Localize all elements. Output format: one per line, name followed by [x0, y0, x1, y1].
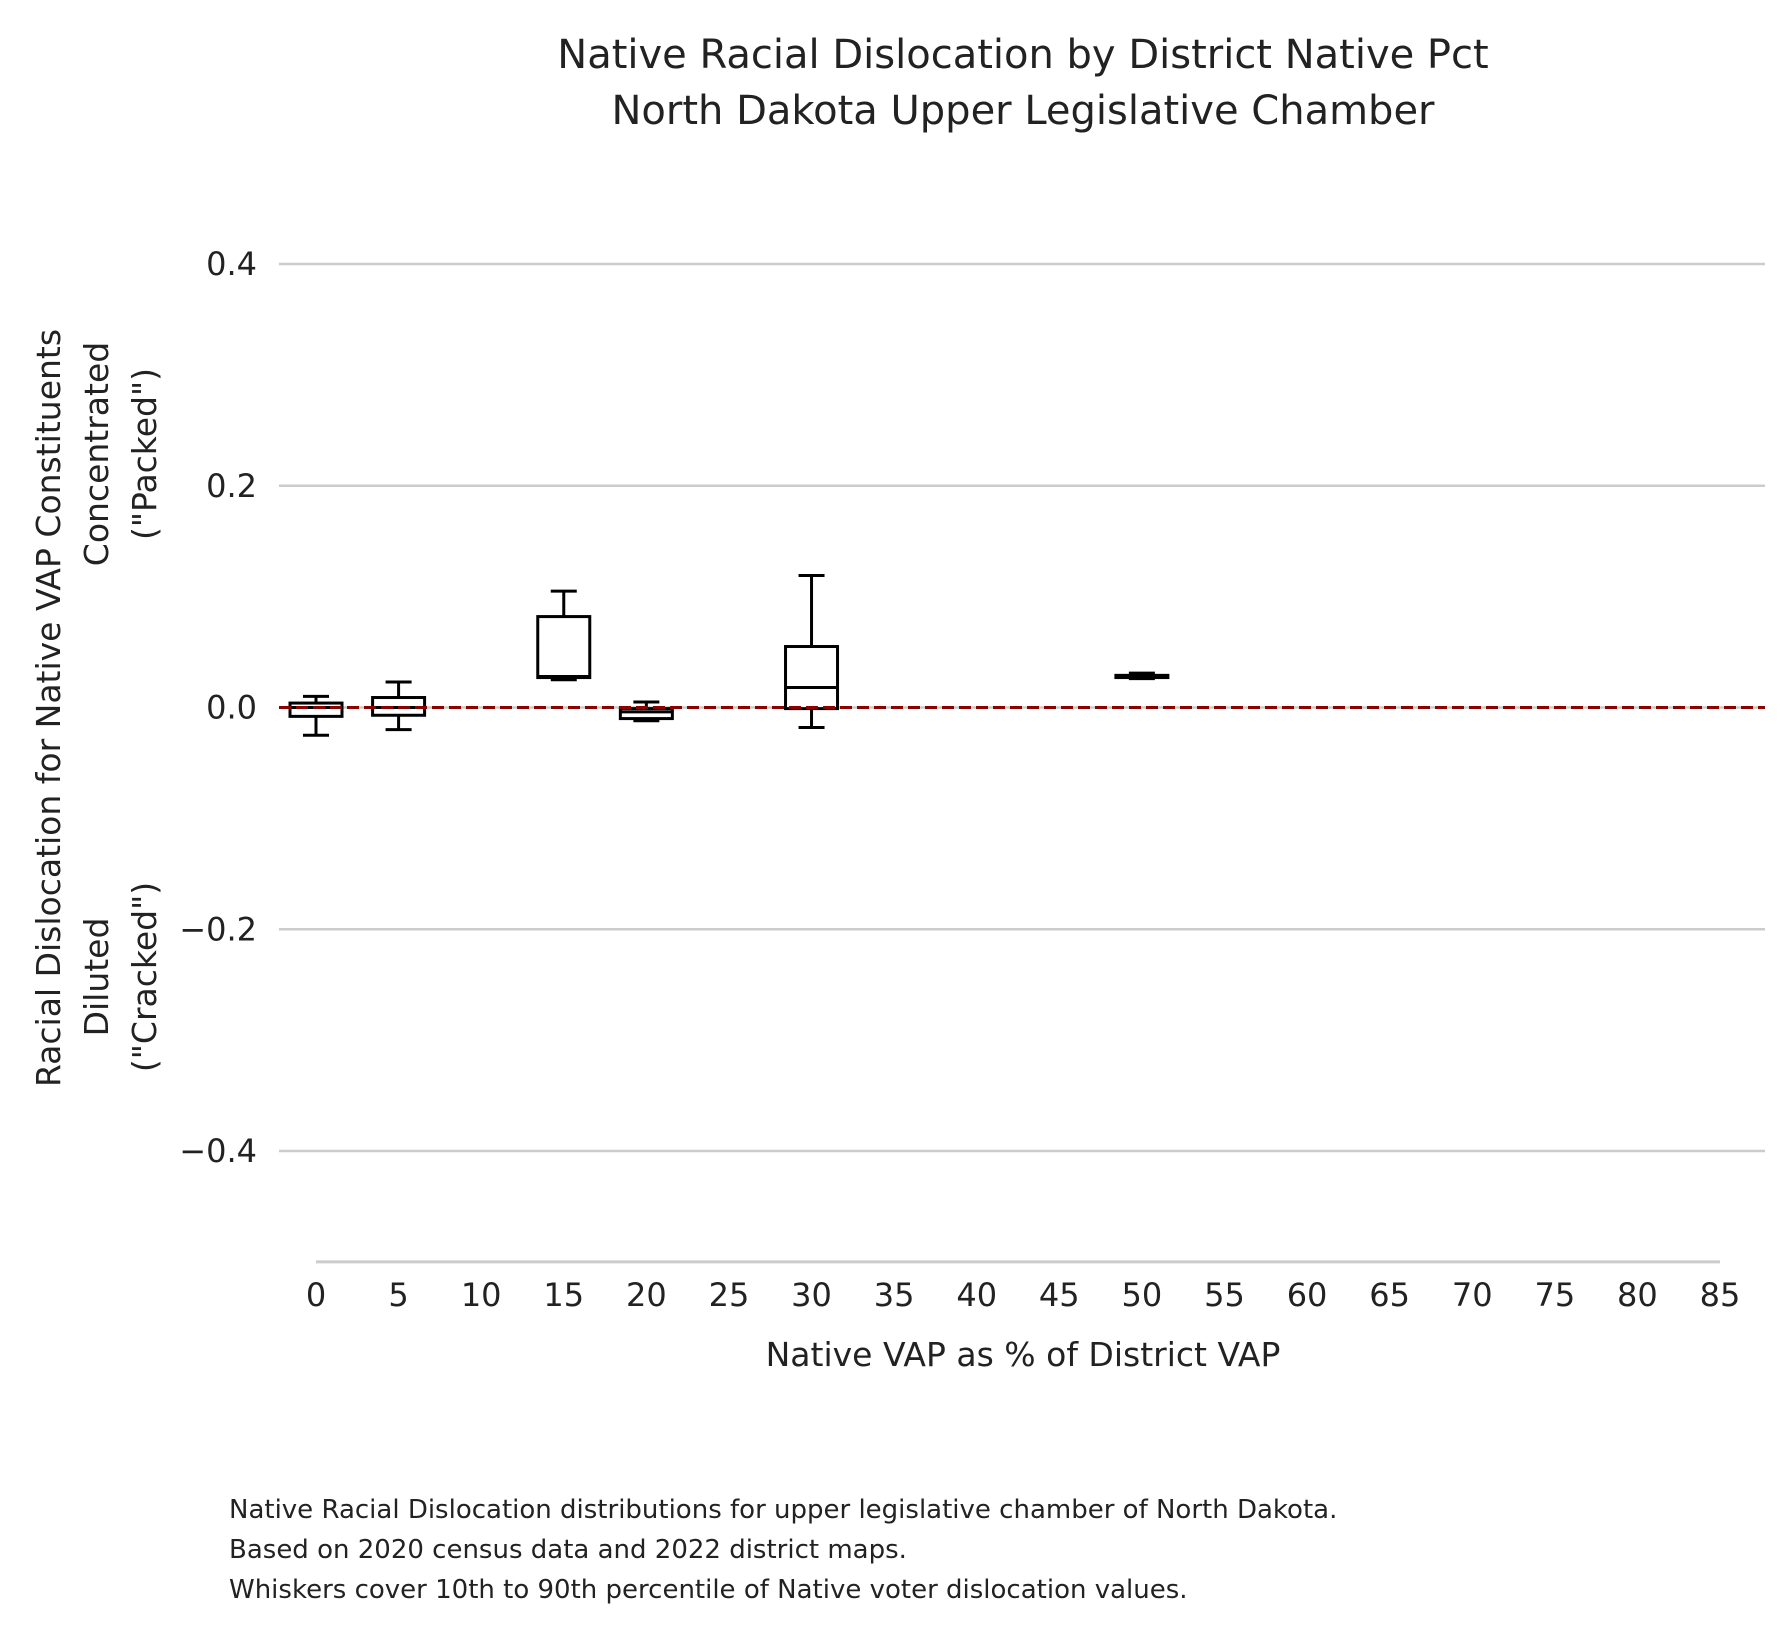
x-tick-label: 65 — [1369, 1276, 1410, 1314]
y-tick-label: −0.4 — [179, 1132, 257, 1170]
y-axis-label-upper-1: Concentrated — [77, 342, 116, 566]
box-plot — [1114, 671, 1170, 681]
y-tick-label: 0.2 — [206, 467, 257, 505]
box-iqr — [784, 645, 840, 711]
x-tick-label: 85 — [1700, 1276, 1741, 1314]
x-tick-label: 25 — [709, 1276, 750, 1314]
x-tick-labels: 0 5 10 15 20 25 30 35 40 45 50 55 60 65 70 75 80 85 — [306, 1276, 1741, 1314]
x-tick-label: 30 — [791, 1276, 832, 1314]
box-plot — [371, 680, 427, 732]
caption-line-1: Native Racial Dislocation distributions … — [229, 1495, 1337, 1525]
y-tick-label: −0.2 — [179, 910, 257, 948]
caption-line-2: Based on 2020 census data and 2022 distr… — [229, 1535, 907, 1565]
x-tick-label: 80 — [1617, 1276, 1658, 1314]
box-plots — [288, 574, 1170, 737]
y-axis-label-lower-2: ("Cracked") — [125, 882, 164, 1072]
chart-subtitle: North Dakota Upper Legislative Chamber — [611, 88, 1435, 134]
box-plot — [784, 574, 840, 729]
box-plot — [288, 694, 344, 737]
x-tick-label: 0 — [306, 1276, 326, 1314]
x-tick-label: 10 — [461, 1276, 502, 1314]
box-iqr — [536, 615, 592, 680]
x-tick-label: 15 — [543, 1276, 584, 1314]
chart-title: Native Racial Dislocation by District Na… — [557, 32, 1488, 78]
x-tick-label: 75 — [1534, 1276, 1575, 1314]
x-tick-label: 70 — [1452, 1276, 1493, 1314]
x-tick-label: 50 — [1122, 1276, 1163, 1314]
y-tick-labels: 0.4 0.2 0.0 −0.2 −0.4 — [179, 245, 257, 1170]
x-tick-label: 20 — [626, 1276, 667, 1314]
x-tick-label: 45 — [1039, 1276, 1080, 1314]
box-iqr — [288, 701, 344, 718]
y-tick-label: 0.0 — [206, 689, 257, 727]
caption-line-3: Whiskers cover 10th to 90th percentile o… — [229, 1575, 1188, 1605]
box-iqr — [618, 707, 674, 721]
x-axis-label: Native VAP as % of District VAP — [766, 1335, 1281, 1374]
box-plot — [536, 589, 592, 682]
x-tick-label: 5 — [388, 1276, 408, 1314]
x-tick-label: 55 — [1204, 1276, 1245, 1314]
y-axis-label-upper-2: ("Packed") — [125, 368, 164, 540]
y-axis-label-main: Racial Dislocation for Native VAP Consti… — [29, 329, 68, 1087]
x-tick-label: 40 — [956, 1276, 997, 1314]
x-tick-label: 60 — [1287, 1276, 1328, 1314]
caption: Native Racial Dislocation distributions … — [229, 1495, 1337, 1605]
y-tick-label: 0.4 — [206, 245, 257, 283]
x-tick-label: 35 — [874, 1276, 915, 1314]
y-axis-label-lower-1: Diluted — [77, 918, 116, 1037]
box-plot — [618, 700, 674, 723]
y-axis-label: Racial Dislocation for Native VAP Consti… — [29, 329, 164, 1087]
